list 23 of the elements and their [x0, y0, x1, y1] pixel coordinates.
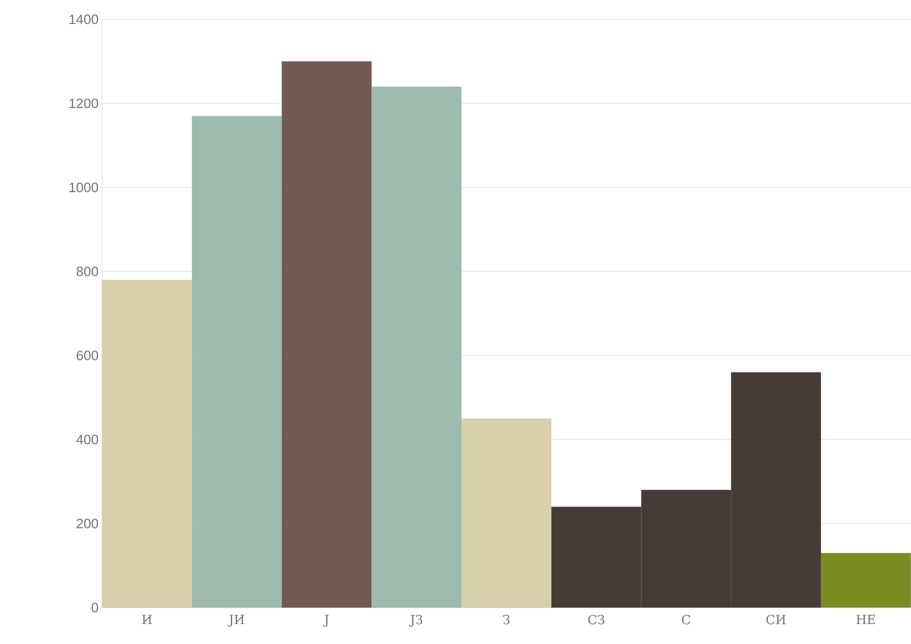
- y-tick-label: 800: [76, 266, 98, 276]
- x-tick-label: И: [142, 614, 152, 624]
- x-tick-label: Ј: [323, 614, 329, 626]
- x-tick-label: СЗ: [588, 614, 604, 624]
- y-tick-label: 0: [92, 602, 98, 612]
- x-tick-label: С: [682, 614, 690, 624]
- x-tick-label: СИ: [766, 614, 786, 624]
- x-tick-label: З: [503, 614, 510, 624]
- bar: [282, 61, 372, 608]
- bar: [192, 116, 282, 608]
- y-tick-label: 1200: [70, 98, 98, 108]
- x-tick-label: ЈИ: [228, 614, 244, 626]
- y-tick-label: 400: [76, 434, 98, 444]
- x-tick-label: НЕ: [856, 614, 875, 624]
- y-tick-label: 1000: [70, 182, 98, 192]
- bar: [461, 418, 552, 608]
- y-tick-label: 1400: [70, 14, 98, 24]
- bar: [820, 552, 911, 608]
- bar: [372, 86, 462, 608]
- y-tick-label: 200: [76, 518, 98, 528]
- x-tick-label: ЈЗ: [409, 614, 422, 627]
- bar: [102, 280, 192, 608]
- y-tick-label: 600: [76, 350, 98, 360]
